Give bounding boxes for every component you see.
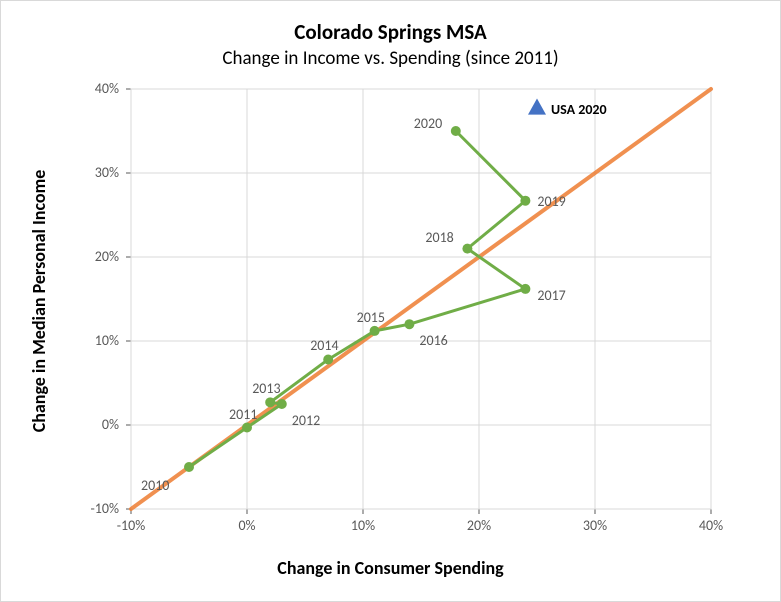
y-tick-label: 40% [95,80,119,97]
usa-2020-label: USA 2020 [551,101,607,118]
y-axis-title: Change in Median Personal Income [28,170,50,433]
y-tick-label: 20% [95,248,119,265]
data-point-label: 2014 [310,337,338,354]
x-tick-label: 20% [459,517,499,534]
x-tick-label: 40% [691,517,731,534]
x-tick-label: 0% [227,517,267,534]
data-point-label: 2020 [414,115,442,132]
chart-container: Colorado Springs MSA Change in Income vs… [0,0,781,602]
x-tick-label: 30% [575,517,615,534]
x-axis-title: Change in Consumer Spending [1,557,780,579]
data-point-label: 2015 [357,309,385,326]
y-tick-label: 10% [95,332,119,349]
data-point-label: 2017 [537,287,565,304]
chart-subtitle: Change in Income vs. Spending (since 201… [1,47,780,70]
y-tick-label: 0% [102,416,119,433]
y-tick-label: 30% [95,164,119,181]
data-point-label: 2010 [141,477,169,494]
y-tick-label: -10% [91,500,120,517]
data-point-label: 2019 [537,193,565,210]
data-point-label: 2013 [252,380,280,397]
chart-title: Colorado Springs MSA [1,19,780,45]
data-point-label: 2011 [229,406,257,423]
data-point-label: 2012 [292,412,320,429]
chart-plot [131,89,711,509]
x-tick-label: -10% [111,517,151,534]
x-tick-label: 10% [343,517,383,534]
data-point-label: 2016 [419,332,447,349]
data-point-label: 2018 [425,229,453,246]
